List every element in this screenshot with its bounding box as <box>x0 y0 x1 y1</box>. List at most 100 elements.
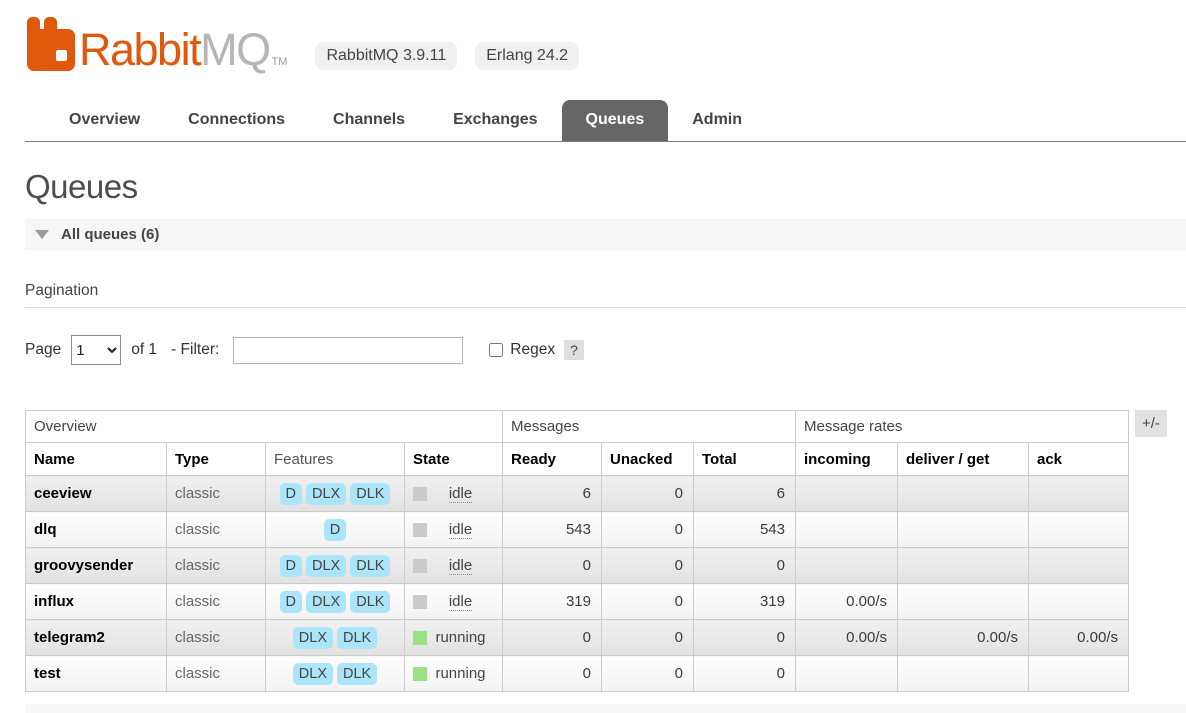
queue-name[interactable]: groovysender <box>25 547 167 584</box>
page-title: Queues <box>25 168 138 205</box>
queue-name[interactable]: test <box>25 655 167 692</box>
col-header-features: Features <box>265 442 405 476</box>
cell-deliver_get <box>897 583 1029 620</box>
cell-deliver_get: 0.00/s <box>897 619 1029 656</box>
queue-type: classic <box>166 511 266 548</box>
cell-incoming: 0.00/s <box>795 619 898 656</box>
col-header-ack[interactable]: ack <box>1028 442 1129 476</box>
queue-name[interactable]: ceeview <box>25 475 167 512</box>
brand-rabbit: Rabbit <box>79 24 202 75</box>
cell-total: 319 <box>693 583 796 620</box>
feature-badge-dlk: DLK <box>350 590 391 613</box>
cell-deliver_get <box>897 547 1029 584</box>
cell-total: 0 <box>693 619 796 656</box>
feature-badge-d: D <box>323 518 347 541</box>
state-label: running <box>435 665 486 682</box>
cell-unacked: 0 <box>601 655 694 692</box>
queue-type: classic <box>166 655 266 692</box>
queue-name[interactable]: telegram2 <box>25 619 167 656</box>
cell-total: 543 <box>693 511 796 548</box>
group-header-messages: Messages <box>502 410 796 443</box>
cell-unacked: 0 <box>601 511 694 548</box>
queue-name[interactable]: influx <box>25 583 167 620</box>
state-label: idle <box>448 593 473 611</box>
all-queues-label: All queues (6) <box>61 226 160 243</box>
cell-incoming <box>795 511 898 548</box>
cell-ready: 0 <box>502 655 602 692</box>
queue-state: idle <box>404 511 503 548</box>
next-section-bar[interactable] <box>25 704 1186 713</box>
tab-overview[interactable]: Overview <box>69 111 141 128</box>
regex-help-icon[interactable]: ? <box>564 340 584 360</box>
feature-badge-dlk: DLK <box>337 626 378 649</box>
cell-unacked: 0 <box>601 583 694 620</box>
queue-state: idle <box>404 583 503 620</box>
queue-features: D DLX DLK <box>265 475 405 512</box>
cell-ready: 0 <box>502 619 602 656</box>
queues-table: Overview Messages Message rates Name Typ… <box>25 410 1129 692</box>
version-badges: RabbitMQ 3.9.11 Erlang 24.2 <box>315 42 580 70</box>
state-icon <box>413 558 427 573</box>
cell-incoming <box>795 547 898 584</box>
cell-incoming: 0.00/s <box>795 583 898 620</box>
col-header-incoming[interactable]: incoming <box>795 442 898 476</box>
queues-table-zone: Overview Messages Message rates Name Typ… <box>25 410 1186 692</box>
page-label: Page <box>25 341 62 358</box>
column-header-row: Name Type Features State Ready Unacked T… <box>25 442 1129 476</box>
cell-unacked: 0 <box>601 475 694 512</box>
col-header-ready[interactable]: Ready <box>502 442 602 476</box>
pagination-heading: Pagination <box>25 282 1186 308</box>
tab-admin[interactable]: Admin <box>692 111 743 128</box>
app-header: RabbitMQ TM RabbitMQ 3.9.11 Erlang 24.2 <box>25 0 1186 72</box>
queue-name[interactable]: dlq <box>25 511 167 548</box>
tab-exchanges[interactable]: Exchanges <box>453 111 538 128</box>
regex-label: Regex <box>510 341 556 358</box>
queue-state: running <box>404 655 503 692</box>
filter-input[interactable] <box>233 336 464 364</box>
brand-text: RabbitMQ <box>79 24 271 75</box>
cell-ack <box>1028 475 1129 512</box>
all-queues-section-header[interactable]: All queues (6) <box>25 219 1186 250</box>
regex-checkbox[interactable] <box>489 343 504 357</box>
page-select[interactable]: 1 <box>71 335 122 365</box>
cell-unacked: 0 <box>601 619 694 656</box>
cell-unacked: 0 <box>601 547 694 584</box>
queues-table-body: ceeview classic D DLX DLK idle 6 0 6 dlq c… <box>25 475 1129 692</box>
rabbitmq-version-badge: RabbitMQ 3.9.11 <box>315 42 458 70</box>
tab-connections[interactable]: Connections <box>188 111 286 128</box>
col-header-total[interactable]: Total <box>693 442 796 476</box>
filter-label: - Filter: <box>171 341 220 358</box>
queue-features: DLX DLK <box>265 655 405 692</box>
queue-features: D <box>265 511 405 548</box>
column-toggle-button[interactable]: +/- <box>1135 410 1167 437</box>
rabbitmq-logo[interactable]: RabbitMQ TM <box>25 16 287 72</box>
cell-ready: 319 <box>502 583 602 620</box>
tab-channels[interactable]: Channels <box>333 111 406 128</box>
col-header-state[interactable]: State <box>404 442 503 476</box>
state-label: idle <box>448 485 473 503</box>
col-header-deliver-get[interactable]: deliver / get <box>897 442 1029 476</box>
feature-badge-dlk: DLK <box>337 662 378 685</box>
col-header-unacked[interactable]: Unacked <box>601 442 694 476</box>
queue-state: idle <box>404 547 503 584</box>
feature-badge-dlx: DLX <box>306 590 347 613</box>
feature-badge-dlk: DLK <box>350 554 391 577</box>
col-header-type[interactable]: Type <box>166 442 266 476</box>
brand-mq: MQ <box>200 24 271 75</box>
state-label: idle <box>448 521 473 539</box>
queue-features: D DLX DLK <box>265 583 405 620</box>
queue-row: influx classic D DLX DLK idle 319 0 319 0.… <box>25 583 1129 620</box>
queue-row: test classic DLX DLK running 0 0 0 <box>25 655 1129 692</box>
tab-queues[interactable]: Queues <box>561 100 669 141</box>
cell-total: 0 <box>693 547 796 584</box>
state-label: running <box>435 629 486 646</box>
state-label: idle <box>448 557 473 575</box>
state-icon <box>413 486 427 501</box>
queue-type: classic <box>166 583 266 620</box>
col-header-name[interactable]: Name <box>25 442 167 476</box>
group-header-message-rates: Message rates <box>795 410 1129 443</box>
group-header-overview: Overview <box>25 410 503 443</box>
cell-deliver_get <box>897 511 1029 548</box>
cell-deliver_get <box>897 655 1029 692</box>
cell-ready: 6 <box>502 475 602 512</box>
